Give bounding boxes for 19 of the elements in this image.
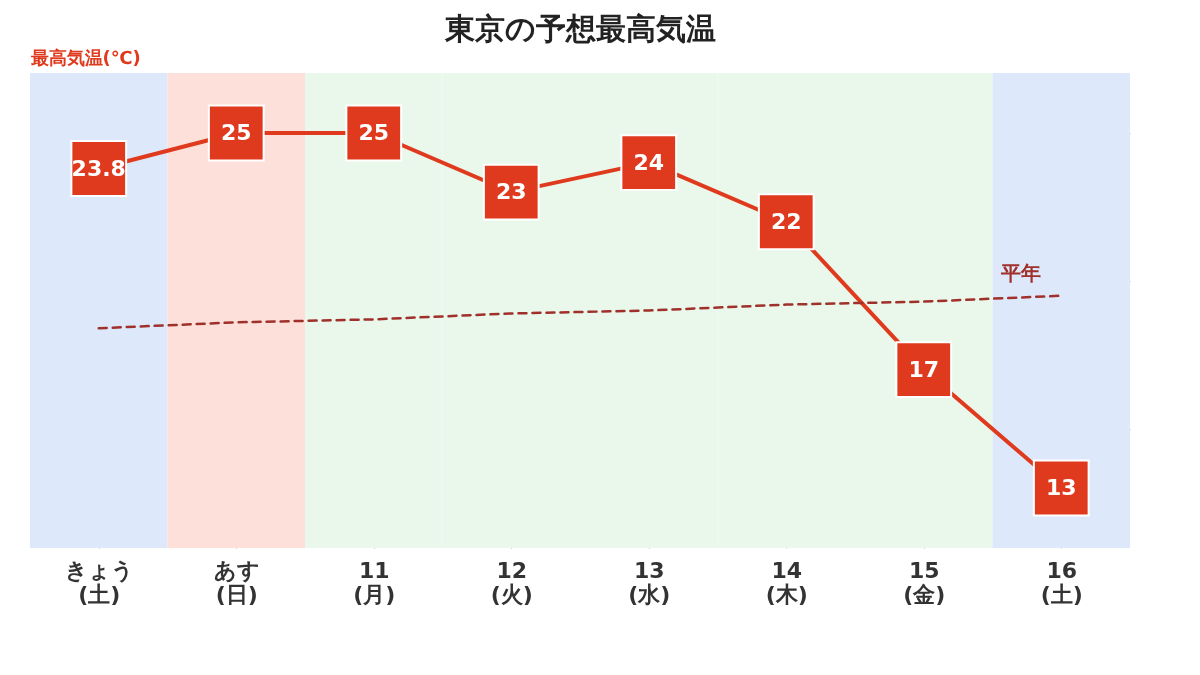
data-label: 24 (633, 149, 665, 175)
x-tick-label: 16 (土) (1040, 557, 1083, 607)
data-label: 25 (358, 120, 390, 145)
series-label: 平年 (1000, 260, 1042, 285)
x-tick-label: 15 (金) (903, 557, 946, 607)
chart-title: 東京の予想最高気温 (443, 11, 716, 46)
data-label: 25 (220, 120, 252, 145)
x-tick-label: 14 (木) (765, 557, 808, 607)
y-axis-title: 最高気温(℃) (29, 46, 141, 68)
data-label: 22 (770, 208, 802, 234)
data-label: 17 (908, 356, 940, 382)
data-label: 23 (495, 179, 527, 205)
x-tick-label: あす (日) (213, 557, 260, 607)
x-tick-label: きょう (土) (64, 557, 134, 607)
data-label: 13 (1045, 475, 1077, 500)
x-tick-label: 12 (火) (490, 557, 533, 607)
x-tick-label: 13 (水) (628, 557, 671, 607)
data-label: 23.8 (71, 155, 126, 181)
x-tick-label: 11 (月) (353, 557, 396, 607)
